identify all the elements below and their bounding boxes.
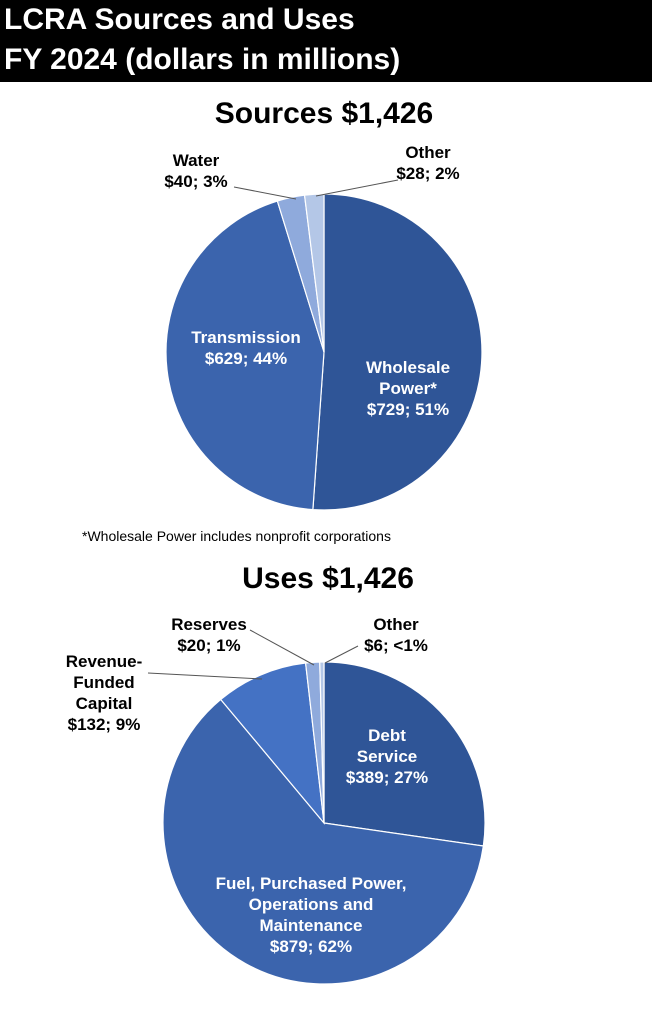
sources-leader-line (233, 186, 297, 200)
header-title-line1: LCRA Sources and Uses (4, 3, 355, 36)
uses-data-label: Other $6; <1% (364, 615, 428, 655)
uses-data-label: Revenue-Funded Capital $132; 9% (66, 652, 143, 734)
uses-leader-line (324, 645, 359, 664)
uses-slice-revenue-funded-capital (219, 662, 325, 825)
uses-chart-title: Uses $1,426 (242, 562, 414, 595)
sources-data-label: Water $40; 3% (164, 151, 227, 191)
sources-data-label: Wholesale Power* $729; 51% (366, 358, 450, 419)
uses-slice-fuel-purchased-power-operations-and-maintenance (162, 698, 485, 985)
sources-data-label: Other $28; 2% (396, 143, 459, 183)
uses-slice-other (319, 661, 325, 824)
uses-data-label: Debt Service $389; 27% (346, 726, 428, 787)
sources-leader-line (315, 179, 399, 197)
uses-data-label: Reserves $20; 1% (171, 615, 247, 655)
uses-leader-line (147, 672, 263, 680)
uses-data-label: Fuel, Purchased Power, Operations and Main… (216, 874, 407, 956)
header-title-line2: FY 2024 (dollars in millions) (4, 43, 401, 76)
sources-slice-transmission (165, 200, 325, 511)
header-banner: LCRA Sources and Uses FY 2024 (dollars i… (0, 0, 652, 82)
sources-slice-wholesale-power (312, 193, 483, 511)
sources-chart-title: Sources $1,426 (214, 97, 434, 130)
uses-slice-debt-service (323, 661, 486, 847)
uses-leader-line (249, 629, 315, 666)
footnote: *Wholesale Power includes nonprofit corp… (82, 528, 391, 544)
sources-data-label: Transmission $629; 44% (191, 328, 301, 368)
